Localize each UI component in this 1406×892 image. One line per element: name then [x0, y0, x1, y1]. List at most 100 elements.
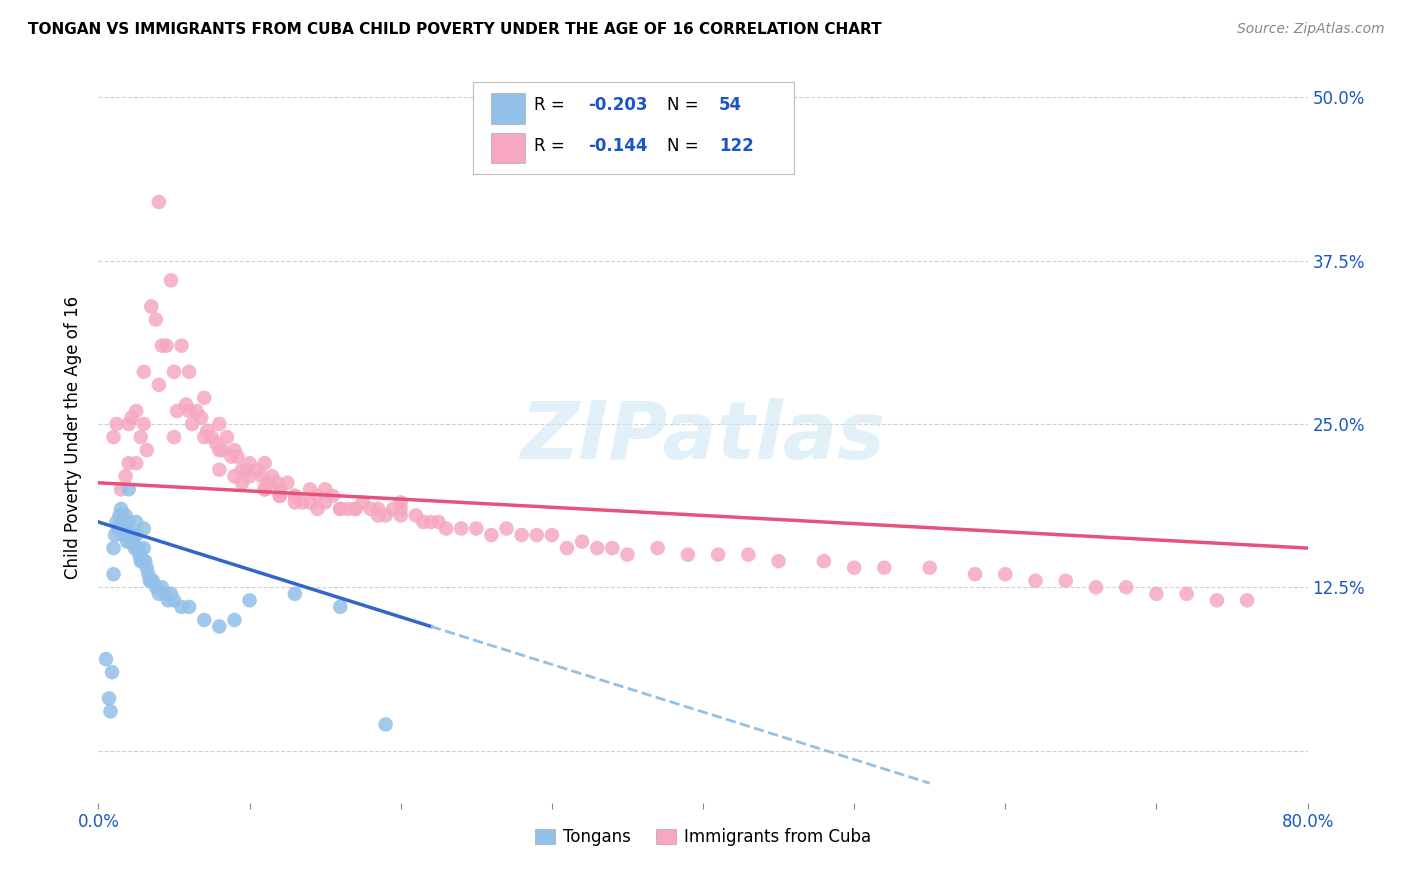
Text: N =: N = [666, 136, 699, 154]
Point [465, 521, 488, 535]
Point [231, 475, 253, 490]
Point [179, 404, 201, 418]
Point [344, 502, 367, 516]
Point [226, 450, 249, 464]
Point [994, 567, 1017, 582]
Point [186, 404, 208, 418]
Point [103, 567, 125, 582]
Point [844, 560, 866, 574]
Point [918, 560, 941, 574]
Text: N =: N = [666, 96, 699, 114]
Point [148, 194, 170, 209]
Point [707, 548, 730, 562]
Point [374, 508, 396, 523]
Point [768, 554, 790, 568]
Point [235, 463, 257, 477]
Point [94, 652, 117, 666]
Point [1144, 587, 1167, 601]
Point [110, 502, 132, 516]
Point [127, 541, 149, 555]
Point [118, 483, 141, 497]
Text: 122: 122 [718, 136, 754, 154]
Point [616, 548, 638, 562]
Point [737, 548, 759, 562]
Point [813, 554, 835, 568]
Point [105, 417, 128, 431]
Point [101, 665, 124, 680]
Point [676, 548, 699, 562]
Point [481, 528, 503, 542]
Point [246, 463, 269, 477]
FancyBboxPatch shape [474, 82, 793, 174]
Point [420, 515, 443, 529]
Point [322, 489, 344, 503]
Point [269, 483, 291, 497]
Point [224, 613, 246, 627]
Point [136, 567, 159, 582]
Point [125, 528, 148, 542]
Point [284, 489, 307, 503]
Point [602, 541, 624, 555]
Point [170, 339, 193, 353]
Point [193, 430, 215, 444]
Text: ZIPatlas: ZIPatlas [520, 398, 886, 476]
Point [434, 521, 457, 535]
Point [239, 456, 262, 470]
Point [155, 339, 177, 353]
Point [276, 475, 298, 490]
Point [190, 410, 212, 425]
Point [122, 534, 145, 549]
Point [125, 456, 148, 470]
Point [389, 508, 412, 523]
Point [148, 377, 170, 392]
Point [179, 365, 201, 379]
Point [965, 567, 987, 582]
Point [120, 534, 142, 549]
Point [124, 541, 146, 555]
Point [179, 599, 201, 614]
Point [221, 450, 243, 464]
Text: R =: R = [534, 136, 564, 154]
Point [215, 430, 238, 444]
Point [382, 502, 405, 516]
Point [367, 502, 389, 516]
Point [571, 534, 593, 549]
Point [586, 541, 609, 555]
Point [873, 560, 896, 574]
Point [250, 469, 273, 483]
Point [108, 508, 131, 523]
Point [156, 593, 179, 607]
Point [647, 541, 669, 555]
Point [284, 489, 307, 503]
Point [118, 417, 141, 431]
Point [112, 515, 135, 529]
Point [314, 495, 336, 509]
Point [374, 717, 396, 731]
Point [145, 580, 167, 594]
Point [389, 495, 412, 509]
Point [307, 502, 329, 516]
Point [367, 508, 389, 523]
Point [555, 541, 578, 555]
Point [450, 521, 472, 535]
Point [134, 554, 156, 568]
Point [111, 528, 134, 542]
Point [163, 365, 186, 379]
Text: -0.144: -0.144 [588, 136, 648, 154]
Point [329, 502, 352, 516]
Point [150, 339, 173, 353]
Point [118, 528, 141, 542]
Point [205, 436, 228, 450]
Point [195, 424, 218, 438]
Text: Source: ZipAtlas.com: Source: ZipAtlas.com [1237, 22, 1385, 37]
Point [427, 515, 450, 529]
Point [121, 528, 143, 542]
Point [208, 417, 231, 431]
Text: TONGAN VS IMMIGRANTS FROM CUBA CHILD POVERTY UNDER THE AGE OF 16 CORRELATION CHA: TONGAN VS IMMIGRANTS FROM CUBA CHILD POV… [28, 22, 882, 37]
Point [135, 560, 157, 574]
Point [510, 528, 533, 542]
Point [125, 515, 148, 529]
Point [344, 502, 367, 516]
Point [352, 495, 374, 509]
Point [299, 495, 322, 509]
